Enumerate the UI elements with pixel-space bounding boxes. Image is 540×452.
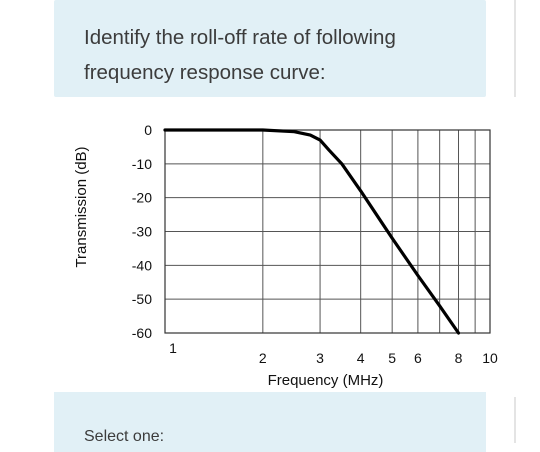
x-tick-label: 4 [357,350,365,366]
response-curve-line [163,128,461,335]
y-tick-label: -20 [132,190,152,206]
x-tick-label: 1 [169,340,177,356]
x-tick-label: 10 [482,350,498,366]
y-tick-label: -10 [132,156,152,172]
y-tick-label: -40 [132,257,152,273]
x-tick-label: 3 [316,350,324,366]
question-card: Identify the roll-off rate of following … [54,0,486,97]
x-tick-label: 8 [455,350,463,366]
x-tick-label: 2 [259,350,267,366]
y-tick-label: 0 [144,122,152,138]
answer-card: Select one: [54,392,486,452]
x-tick-label: 5 [388,350,396,366]
x-tick-label: 6 [414,350,422,366]
y-tick-label: -30 [132,224,152,240]
plot-frame [164,129,491,334]
question-text: Identify the roll-off rate of following … [84,26,396,84]
frequency-response-chart: 0 -10 -20 -30 -40 -50 -60 1 2 3 4 5 6 8 10 Frequency (M… [132,122,498,389]
y-axis-label: Transmission (dB) [73,146,90,268]
y-tick-label: -60 [132,325,152,341]
select-one-label: Select one: [84,428,165,445]
x-axis-label: Frequency (MHz) [268,372,384,389]
frequency-response-figure: 0 -10 -20 -30 -40 -50 -60 1 2 3 4 5 6 8 10 Frequency (M… [0,97,540,397]
y-tick-label: -50 [132,291,152,307]
